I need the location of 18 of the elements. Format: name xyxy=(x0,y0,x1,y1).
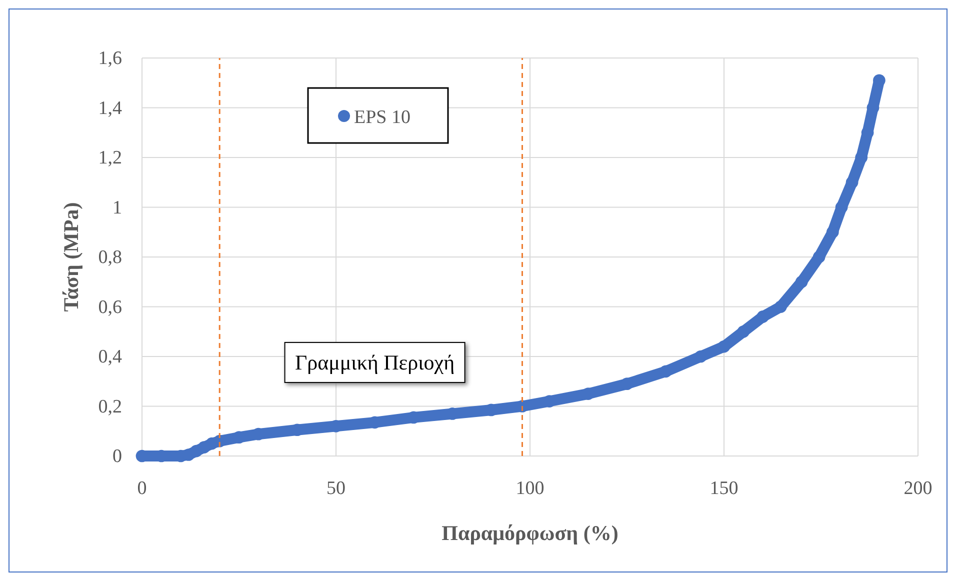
legend-label: EPS 10 xyxy=(354,107,410,128)
y-tick-label: 1,2 xyxy=(98,148,122,168)
y-tick-label: 1,6 xyxy=(98,48,122,69)
x-tick-label: 150 xyxy=(710,478,738,499)
y-tick-label: 0,8 xyxy=(98,247,122,268)
x-axis-title: Παραμόρφωση (%) xyxy=(442,521,618,545)
x-tick-label: 50 xyxy=(326,478,346,499)
x-tick-label: 0 xyxy=(137,478,147,499)
y-tick-label: 0,2 xyxy=(98,396,122,418)
x-tick-label: 100 xyxy=(516,478,544,499)
y-tick-label: 1 xyxy=(112,197,122,218)
x-tick-label: 200 xyxy=(904,478,932,499)
y-tick-label: 0,4 xyxy=(98,346,122,368)
y-tick-label: 1,4 xyxy=(98,98,122,119)
y-axis-title: Τάση (MPa) xyxy=(59,202,83,312)
annotation: Γραμμική Περιοχή xyxy=(295,350,455,374)
y-tick-label: 0 xyxy=(112,446,122,467)
y-tick-label: 0,6 xyxy=(98,296,122,318)
